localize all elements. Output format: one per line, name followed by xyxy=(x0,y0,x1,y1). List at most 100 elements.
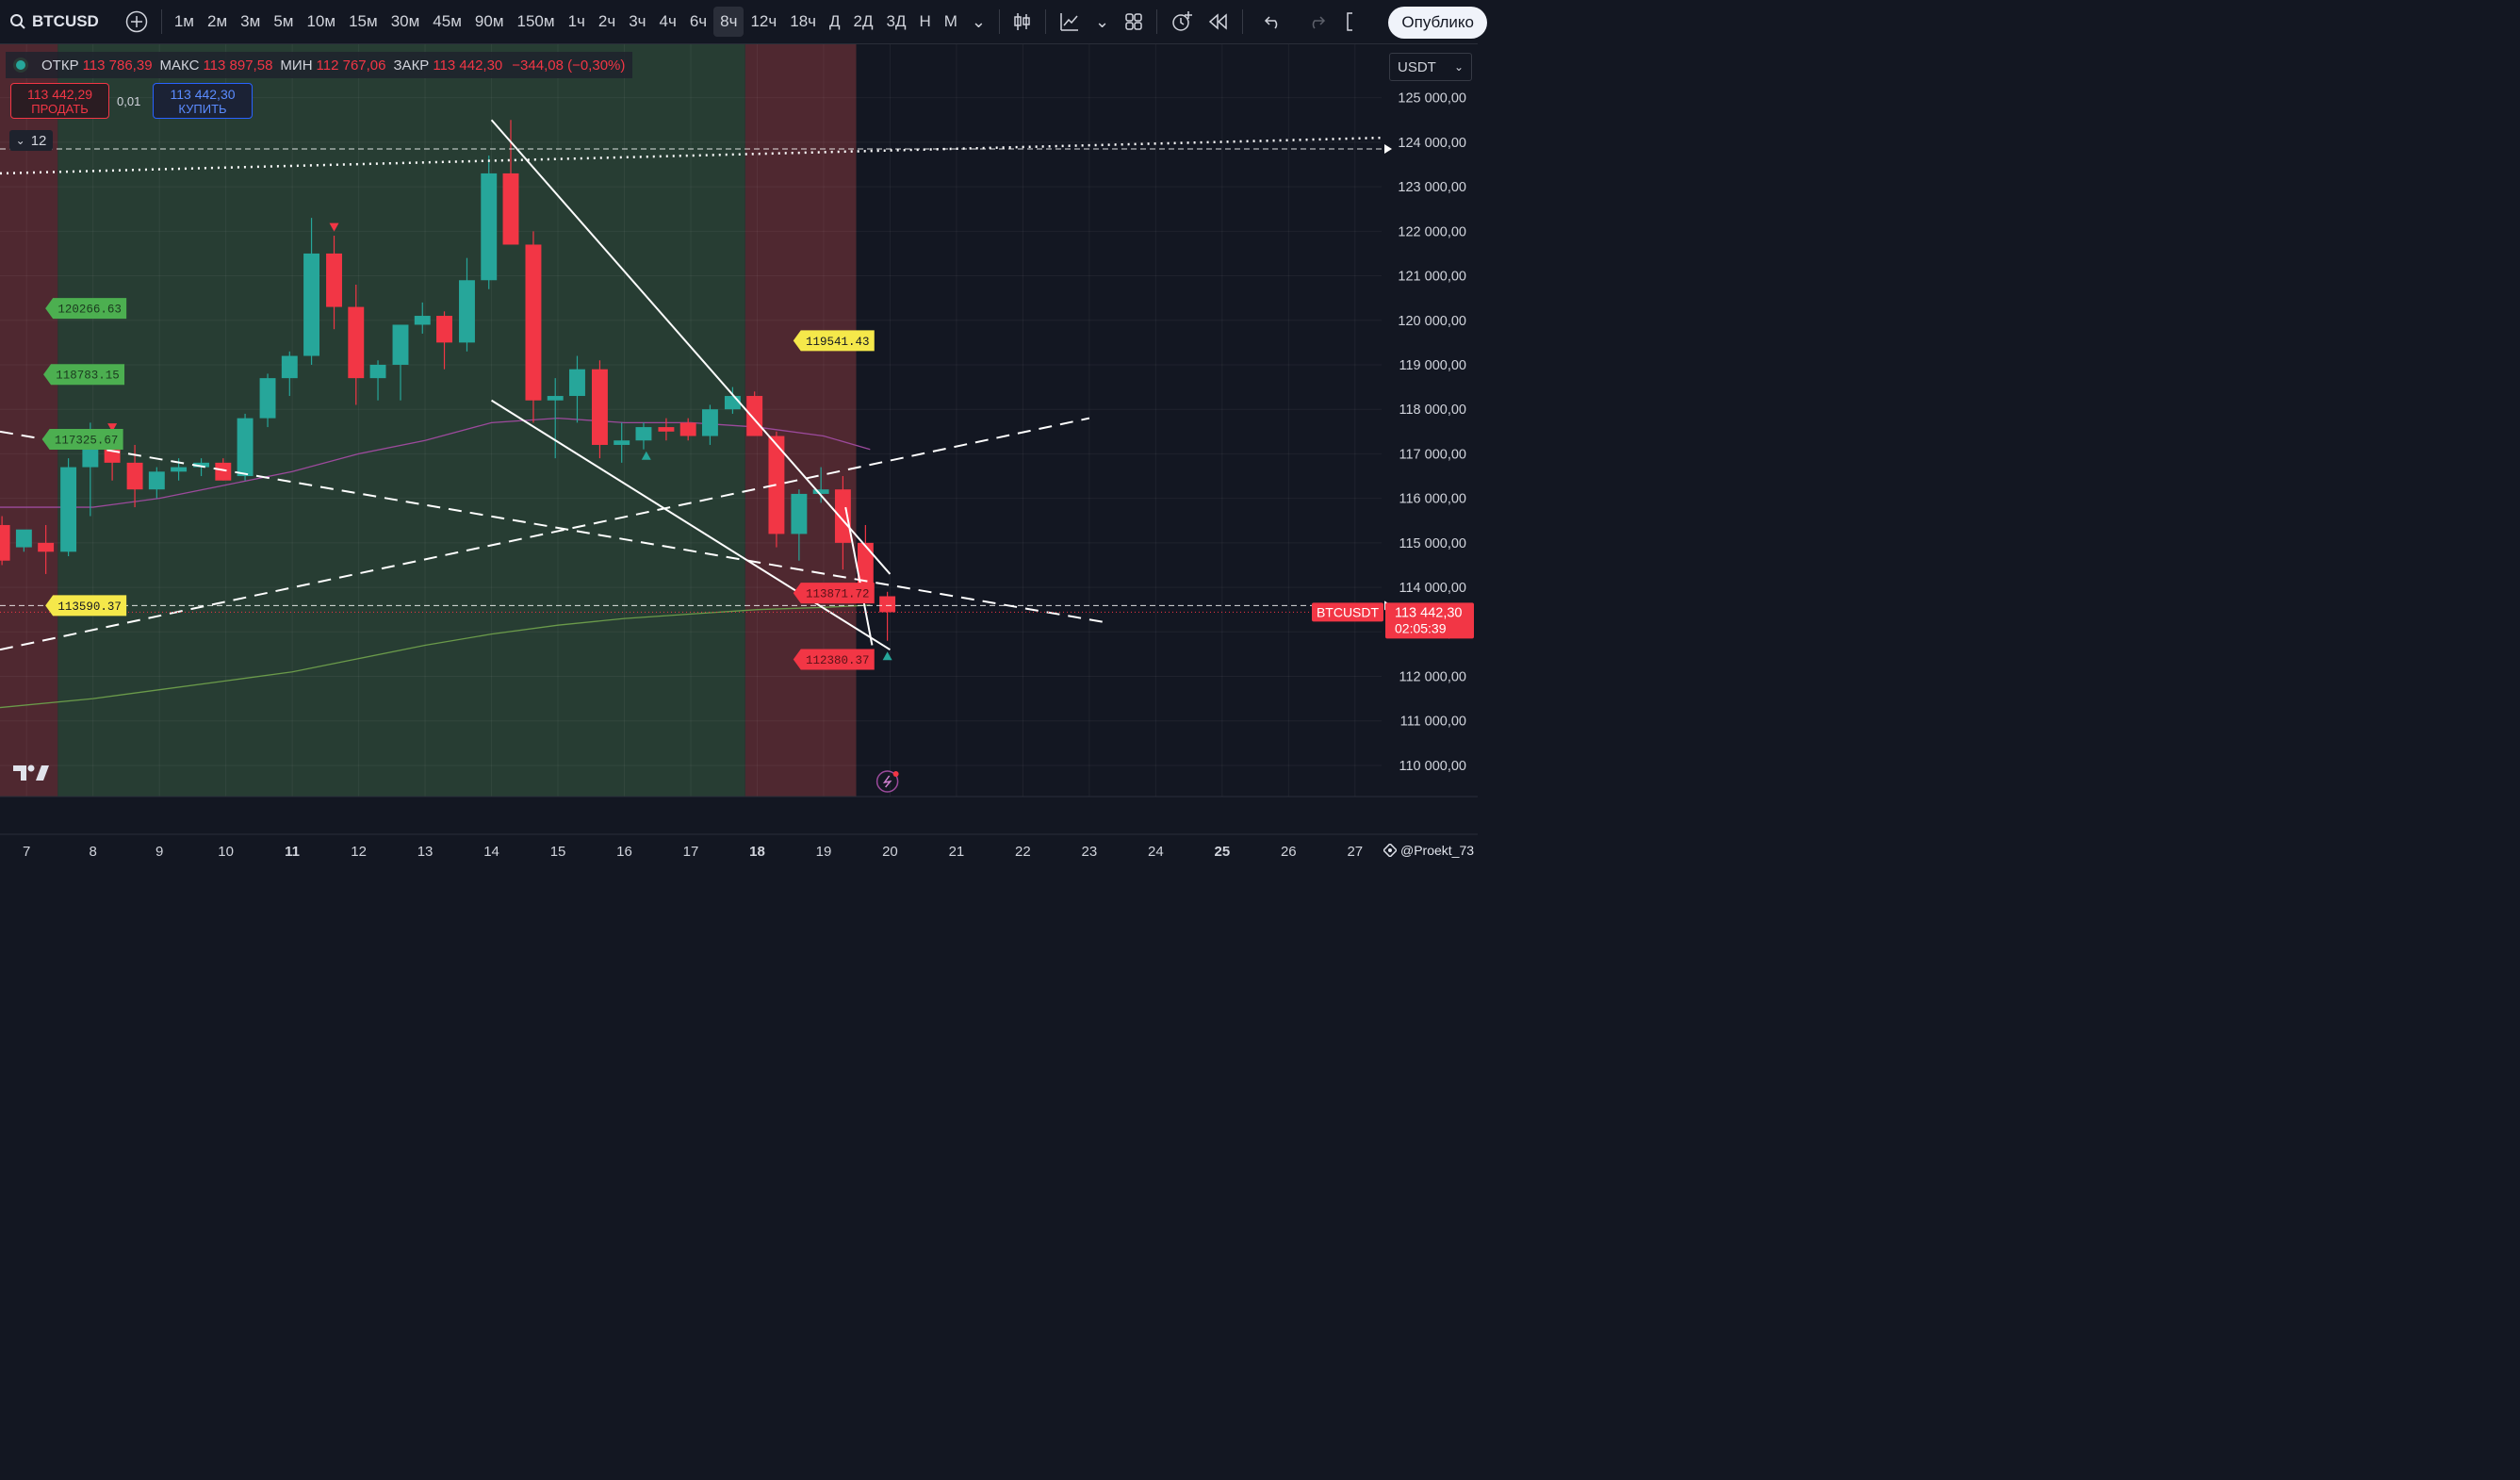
y-tick-label: 115 000,00 xyxy=(1399,536,1467,551)
red-session-zone xyxy=(0,44,58,797)
timeframe-button[interactable]: 4ч xyxy=(659,12,677,30)
candle-body xyxy=(768,436,785,534)
candle-body xyxy=(614,440,630,445)
candle-body xyxy=(148,471,165,490)
x-tick-label: 16 xyxy=(616,844,632,860)
timeframe-button[interactable]: 18ч xyxy=(790,12,817,30)
price-tag[interactable] xyxy=(793,583,875,604)
undo-icon[interactable] xyxy=(1256,8,1290,35)
price-tag[interactable] xyxy=(41,429,123,451)
candle-body xyxy=(481,173,498,281)
timeframe-button[interactable]: 10м xyxy=(306,12,336,30)
add-symbol-icon[interactable] xyxy=(118,5,155,39)
layout-grid-icon[interactable] xyxy=(1117,7,1151,37)
price-tag[interactable] xyxy=(793,330,875,352)
toolbar-divider xyxy=(1045,9,1047,34)
y-tick-label: 116 000,00 xyxy=(1399,492,1467,507)
candle-body xyxy=(746,396,763,436)
indicators-icon[interactable] xyxy=(1052,6,1088,38)
price-tag-label: 118783.15 xyxy=(56,370,120,383)
redo-icon[interactable] xyxy=(1300,8,1334,35)
candle-body xyxy=(679,422,696,436)
timeframe-button[interactable]: Н xyxy=(919,12,931,30)
timeframe-button[interactable]: 2м xyxy=(207,12,228,30)
trend-line[interactable] xyxy=(844,506,874,646)
trend-line[interactable] xyxy=(490,119,892,575)
x-tick-label: 22 xyxy=(1015,844,1031,860)
buy-button[interactable]: 113 442,30 КУПИТЬ xyxy=(153,83,253,119)
timeframe-button[interactable]: 1м xyxy=(173,12,194,30)
candle-body xyxy=(60,467,77,552)
x-tick-label: 11 xyxy=(285,844,300,860)
candle-body xyxy=(171,467,188,472)
price-tag[interactable] xyxy=(43,364,125,386)
timeframe-button[interactable]: Д xyxy=(829,12,841,30)
watermark: @Proekt_73 xyxy=(1383,843,1474,858)
candle-body xyxy=(591,369,608,445)
timeframe-button[interactable]: 5м xyxy=(273,12,294,30)
timeframe-button[interactable]: 2ч xyxy=(597,12,616,30)
candle-body xyxy=(38,542,55,552)
sell-price: 113 442,29 xyxy=(26,87,93,102)
timeframe-button[interactable]: 3ч xyxy=(629,12,646,30)
timeframe-button[interactable]: 150м xyxy=(516,12,555,30)
indicators-collapse-button[interactable]: ⌄ 12 xyxy=(9,130,53,151)
candle-timer-label: 02:05:39 xyxy=(1395,620,1447,635)
timeframe-button[interactable]: 8ч xyxy=(713,7,745,37)
candle-body xyxy=(281,355,298,379)
lot-size[interactable]: 0,01 xyxy=(117,94,141,108)
x-tick-label: 8 xyxy=(90,844,97,860)
trend-line[interactable] xyxy=(491,399,891,651)
red-session-zone xyxy=(745,44,857,797)
close-label: ЗАКР xyxy=(393,57,430,74)
symbol-search[interactable]: BTCUSD xyxy=(0,12,108,31)
price-chart[interactable]: 120266.63118783.15117325.67113590.371195… xyxy=(0,0,1478,868)
timeframe-button[interactable]: 3Д xyxy=(886,12,907,30)
alert-clock-icon[interactable] xyxy=(1163,5,1201,39)
symbol-price-badge xyxy=(1312,602,1383,622)
timeframe-button[interactable]: 30м xyxy=(390,12,420,30)
y-tick-label: 119 000,00 xyxy=(1399,358,1467,373)
timeframe-button[interactable]: 3м xyxy=(240,12,261,30)
notification-dot xyxy=(892,771,899,777)
currency-select[interactable]: USDT ⌄ xyxy=(1389,53,1472,81)
timeframe-button[interactable]: М xyxy=(943,12,957,30)
candle-body xyxy=(569,369,585,397)
publish-button[interactable]: Опублико xyxy=(1388,7,1487,39)
candles-icon[interactable] xyxy=(1006,6,1039,38)
dashed-trend-line[interactable] xyxy=(0,430,1110,624)
price-tag-label: 112380.37 xyxy=(806,654,870,667)
timeframe-button[interactable]: 2Д xyxy=(853,12,874,30)
price-tag[interactable] xyxy=(793,649,875,670)
x-tick-label: 15 xyxy=(550,844,566,860)
price-tag[interactable] xyxy=(45,595,127,617)
timeframe-button[interactable]: 1ч xyxy=(567,12,585,30)
timeframe-button[interactable]: 90м xyxy=(474,12,504,30)
y-tick-label: 121 000,00 xyxy=(1398,270,1466,285)
chevron-down-icon[interactable]: ⌄ xyxy=(1095,11,1110,31)
y-tick-label: 120 000,00 xyxy=(1398,314,1466,329)
timeframe-button[interactable]: 15м xyxy=(349,12,378,30)
low-label: МИН xyxy=(280,57,313,74)
sell-button[interactable]: 113 442,29 ПРОДАТЬ xyxy=(10,83,109,119)
low-value: 112 767,06 xyxy=(316,57,386,74)
chevron-down-icon[interactable]: ⌄ xyxy=(971,11,987,31)
lightning-icon[interactable] xyxy=(875,770,899,793)
replay-icon[interactable] xyxy=(1201,7,1236,37)
price-tag[interactable] xyxy=(45,298,127,320)
candle-body xyxy=(525,244,542,401)
fullscreen-icon[interactable] xyxy=(1337,6,1362,38)
x-tick-label: 18 xyxy=(749,844,765,860)
x-tick-label: 25 xyxy=(1215,844,1231,860)
dashed-trend-line[interactable] xyxy=(0,417,1090,651)
x-tick-label: 12 xyxy=(351,844,367,860)
candle-body xyxy=(658,427,675,432)
timeframe-button[interactable]: 45м xyxy=(433,12,462,30)
timeframe-button[interactable]: 12ч xyxy=(750,12,777,30)
x-tick-label: 23 xyxy=(1082,844,1098,860)
candle-body xyxy=(834,489,851,543)
candle-body xyxy=(348,306,365,379)
chevron-down-icon: ⌄ xyxy=(15,134,25,147)
timeframe-button[interactable]: 6ч xyxy=(689,12,708,30)
green-session-zone xyxy=(57,44,745,797)
